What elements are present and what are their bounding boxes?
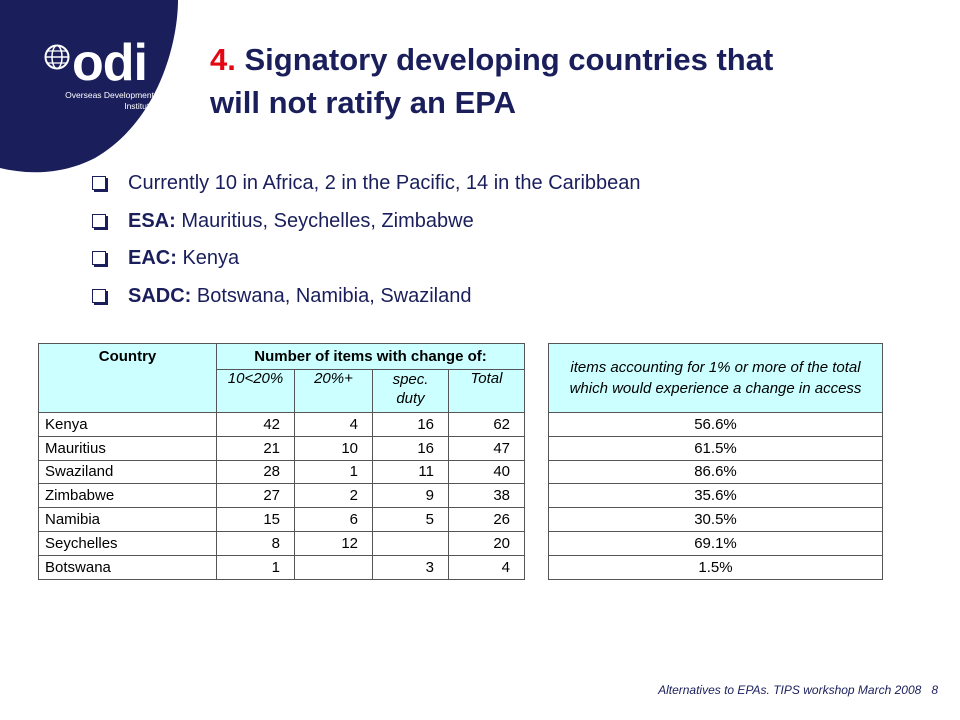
value-10-20-cell: 42 [216, 412, 295, 437]
value-20-plus-cell: 12 [294, 530, 373, 556]
value-20-plus-cell: 2 [294, 483, 373, 509]
country-cell: Mauritius [38, 435, 217, 461]
value-20-plus-cell: 1 [294, 459, 373, 485]
col-group-header: Number of items with change of: [216, 343, 525, 370]
value-total-cell: 38 [448, 483, 525, 509]
title-line1: Signatory developing countries that [244, 42, 774, 77]
table-row: Kenya 42 4 16 62 [38, 412, 525, 437]
subheader-total: Total [448, 369, 525, 413]
logo-letters: odi [72, 34, 148, 92]
access-share-cell: 69.1% [548, 530, 883, 556]
title-number: 4. [210, 42, 236, 77]
table-row: Seychelles 8 12 20 [38, 530, 525, 556]
value-total-cell: 40 [448, 459, 525, 485]
bullet-text: Botswana, Namibia, Swaziland [191, 284, 472, 307]
footer: Alternatives to EPAs. TIPS workshop Marc… [658, 683, 938, 697]
table-row: Zimbabwe 27 2 9 38 [38, 483, 525, 509]
table-row: Swaziland 28 1 11 40 [38, 459, 525, 485]
country-cell: Swaziland [38, 459, 217, 485]
bullet-text: Mauritius, Seychelles, Zimbabwe [175, 209, 474, 232]
value-total-cell: 26 [448, 507, 525, 532]
access-share-cell: 61.5% [548, 435, 883, 461]
value-spec-duty-cell: 9 [372, 483, 449, 509]
value-20-plus-cell: 10 [294, 435, 373, 461]
value-spec-duty-cell: 3 [372, 554, 449, 580]
value-spec-duty-cell: 11 [372, 459, 449, 485]
logo-org-line1: Overseas Development [65, 90, 154, 100]
globe-icon [44, 44, 70, 70]
value-spec-duty-cell: 5 [372, 507, 449, 532]
logo-background [0, 0, 178, 173]
value-spec-duty-cell: 16 [372, 412, 449, 437]
access-share-table: items accounting for 1% or more of the t… [548, 343, 883, 580]
bullet-item: ESA: Mauritius, Seychelles, Zimbabwe [92, 206, 641, 244]
checkbox-bullet-icon [92, 176, 106, 190]
bullet-bold: EAC: [128, 247, 177, 269]
table-row: 1.5% [548, 554, 883, 580]
country-cell: Namibia [38, 507, 217, 532]
bullet-list: Currently 10 in Africa, 2 in the Pacific… [92, 168, 641, 318]
footer-text: Alternatives to EPAs. TIPS workshop Marc… [658, 683, 922, 697]
bullet-bold: ESA: [128, 209, 176, 232]
access-share-cell: 56.6% [548, 412, 883, 437]
logo-org-line2: Institute [124, 101, 154, 111]
country-cell: Zimbabwe [38, 483, 217, 509]
country-cell: Seychelles [38, 530, 217, 556]
checkbox-bullet-icon [92, 213, 106, 228]
table2-body: 56.6% 61.5% 86.6% 35.6% 30.5% 69.1% 1.5% [548, 412, 883, 580]
table-row: 30.5% [548, 507, 883, 532]
bullet-text: Kenya [176, 247, 240, 269]
value-10-20-cell: 27 [216, 483, 295, 509]
access-share-header: items accounting for 1% or more of the t… [548, 343, 883, 413]
table-row: Botswana 1 3 4 [38, 554, 525, 580]
table-row: 56.6% [548, 412, 883, 437]
value-10-20-cell: 15 [216, 507, 295, 532]
table-row: 69.1% [548, 530, 883, 556]
subheader-10-20: 10<20% [216, 369, 295, 413]
value-total-cell: 47 [448, 435, 525, 461]
value-10-20-cell: 28 [216, 459, 295, 485]
table-row: 61.5% [548, 435, 883, 461]
table-row: Mauritius 21 10 16 47 [38, 435, 525, 461]
bullet-item: Currently 10 in Africa, 2 in the Pacific… [92, 168, 641, 206]
checkbox-bullet-icon [92, 288, 106, 303]
value-spec-duty-cell: 16 [372, 435, 449, 461]
value-10-20-cell: 8 [216, 530, 295, 556]
bullet-bold: SADC: [128, 284, 192, 307]
subheader-20-plus: 20%+ [294, 369, 373, 413]
checkbox-bullet-icon [92, 251, 106, 265]
bullet-text: Currently 10 in Africa, 2 in the Pacific… [128, 172, 641, 194]
table-row: Namibia 15 6 5 26 [38, 507, 525, 532]
value-20-plus-cell: 6 [294, 507, 373, 532]
logo-org-name: Overseas Development Institute [42, 90, 154, 112]
subheader-spec-duty: spec. duty [372, 369, 449, 413]
value-total-cell: 62 [448, 412, 525, 437]
table-row: 35.6% [548, 483, 883, 509]
value-10-20-cell: 1 [216, 554, 295, 580]
access-share-cell: 30.5% [548, 507, 883, 532]
value-20-plus-cell [294, 554, 373, 580]
page-number: 8 [931, 683, 938, 697]
country-cell: Kenya [38, 412, 217, 437]
odi-logo: odi Overseas Development Institute [42, 34, 154, 112]
value-total-cell: 4 [448, 554, 525, 580]
value-10-20-cell: 21 [216, 435, 295, 461]
col-country-header: Country [38, 343, 217, 413]
table1-body: Kenya 42 4 16 62 Mauritius 21 10 16 47 Swaziland 28… [38, 412, 525, 580]
items-change-table: Country Number of items with change of: … [38, 343, 525, 580]
value-total-cell: 20 [448, 530, 525, 556]
access-share-cell: 86.6% [548, 459, 883, 485]
bullet-item: EAC: Kenya [92, 243, 641, 281]
table-row: 86.6% [548, 459, 883, 485]
title-line2: will not ratify an EPA [210, 85, 517, 120]
bullet-item: SADC: Botswana, Namibia, Swaziland [92, 281, 641, 319]
value-20-plus-cell: 4 [294, 412, 373, 437]
country-cell: Botswana [38, 554, 217, 580]
access-share-cell: 1.5% [548, 554, 883, 580]
access-share-cell: 35.6% [548, 483, 883, 509]
slide-title: 4. Signatory developing countries that w… [210, 38, 930, 124]
value-spec-duty-cell [372, 530, 449, 556]
